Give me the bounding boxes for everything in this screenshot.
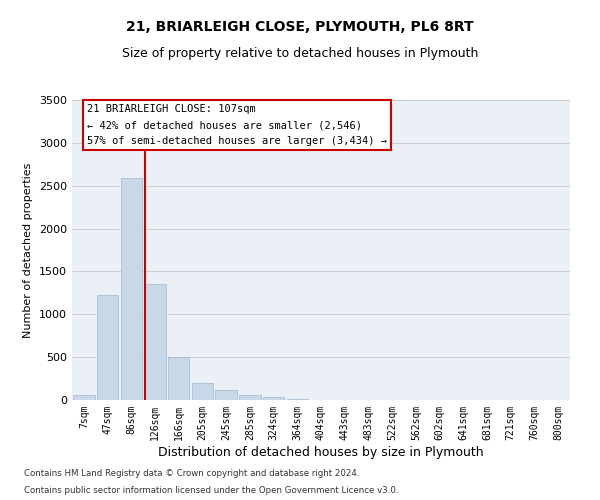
Bar: [145, 284, 166, 400]
Bar: [121, 178, 142, 400]
Text: 21 BRIARLEIGH CLOSE: 107sqm
← 42% of detached houses are smaller (2,546)
57% of : 21 BRIARLEIGH CLOSE: 107sqm ← 42% of det…: [87, 104, 387, 146]
Bar: [168, 357, 190, 400]
Bar: [215, 390, 237, 400]
Text: 21, BRIARLEIGH CLOSE, PLYMOUTH, PL6 8RT: 21, BRIARLEIGH CLOSE, PLYMOUTH, PL6 8RT: [126, 20, 474, 34]
Bar: [287, 399, 308, 400]
Bar: [192, 383, 213, 400]
Bar: [263, 398, 284, 400]
Text: Contains public sector information licensed under the Open Government Licence v3: Contains public sector information licen…: [24, 486, 398, 495]
Text: Size of property relative to detached houses in Plymouth: Size of property relative to detached ho…: [122, 48, 478, 60]
Y-axis label: Number of detached properties: Number of detached properties: [23, 162, 34, 338]
Bar: [97, 294, 118, 400]
Text: Contains HM Land Registry data © Crown copyright and database right 2024.: Contains HM Land Registry data © Crown c…: [24, 468, 359, 477]
Bar: [73, 396, 95, 400]
Bar: [239, 396, 260, 400]
X-axis label: Distribution of detached houses by size in Plymouth: Distribution of detached houses by size …: [158, 446, 484, 458]
